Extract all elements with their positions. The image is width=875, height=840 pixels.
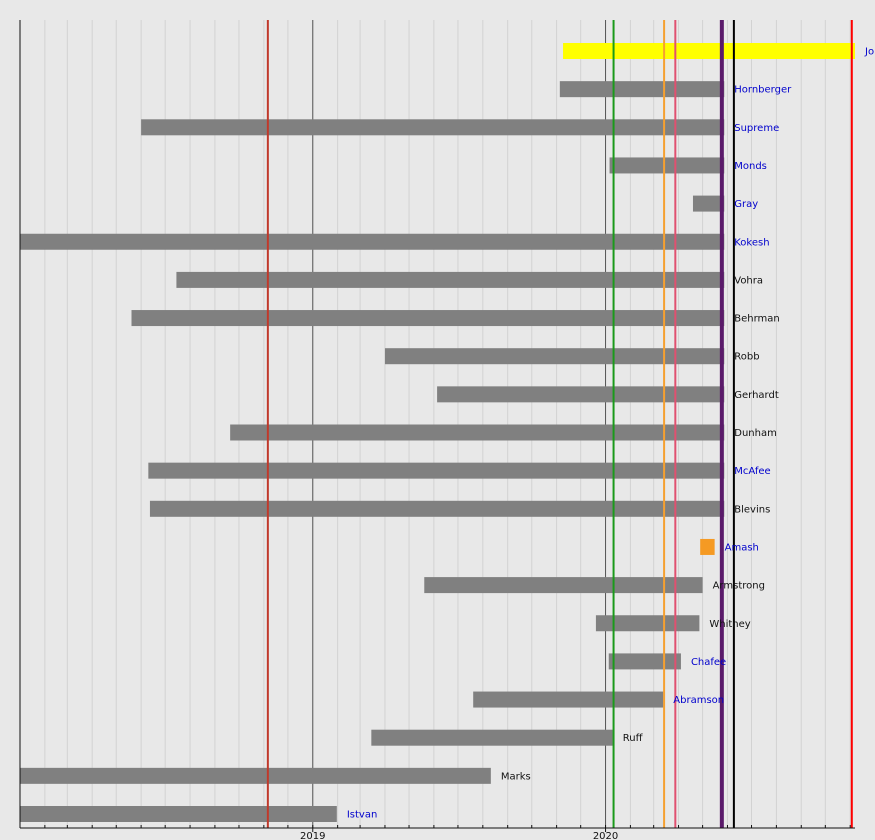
label-vohra: Vohra bbox=[734, 275, 763, 286]
label-mcafee[interactable]: McAfee bbox=[734, 466, 770, 477]
label-istvan[interactable]: Istvan bbox=[347, 810, 377, 821]
bar-chafee bbox=[608, 653, 681, 670]
bar-gerhardt bbox=[437, 386, 725, 403]
bar-behrman bbox=[131, 310, 725, 327]
bar-blevins bbox=[149, 500, 725, 517]
bar-robb bbox=[384, 348, 725, 365]
bar-abramson bbox=[473, 691, 664, 708]
label-gerhardt: Gerhardt bbox=[734, 390, 779, 401]
x-tick-label: 2019 bbox=[300, 831, 325, 840]
event-markers bbox=[266, 20, 853, 828]
label-jo[interactable]: Jo bbox=[864, 47, 874, 58]
bar-monds bbox=[609, 157, 725, 174]
label-chafee[interactable]: Chafee bbox=[691, 657, 726, 668]
bar-whitney bbox=[595, 615, 700, 632]
label-dunham: Dunham bbox=[734, 428, 777, 439]
bar-mcafee bbox=[148, 462, 725, 479]
label-ruff: Ruff bbox=[623, 733, 644, 744]
label-abramson[interactable]: Abramson bbox=[673, 695, 724, 706]
candidate-labels: Jo Hornberger Supreme Monds Gray Kokesh Vohra B… bbox=[347, 47, 874, 821]
label-whitney: Whitney bbox=[709, 619, 750, 630]
grid-lines bbox=[19, 20, 851, 828]
label-kokesh[interactable]: Kokesh bbox=[734, 237, 769, 248]
label-marks: Marks bbox=[501, 771, 531, 782]
label-blevins: Blevins bbox=[734, 504, 770, 515]
bar-jo bbox=[563, 43, 855, 59]
bar-istvan bbox=[20, 806, 337, 822]
label-amash[interactable]: Amash bbox=[725, 542, 759, 553]
bar-hornberger bbox=[559, 81, 725, 98]
x-axis: 2019 2020 bbox=[19, 20, 855, 840]
bar-marks bbox=[20, 767, 491, 784]
label-monds[interactable]: Monds bbox=[734, 161, 767, 172]
label-gray[interactable]: Gray bbox=[734, 199, 758, 210]
bar-vohra bbox=[176, 271, 725, 288]
x-tick-label: 2020 bbox=[593, 831, 618, 840]
bar-armstrong bbox=[424, 577, 703, 594]
label-robb: Robb bbox=[734, 352, 759, 363]
label-hornberger[interactable]: Hornberger bbox=[734, 85, 792, 96]
candidate-bars bbox=[20, 43, 855, 822]
bar-ruff bbox=[371, 729, 613, 746]
bar-supreme bbox=[141, 119, 725, 136]
bar-dunham bbox=[230, 424, 725, 441]
bar-kokesh bbox=[20, 233, 725, 250]
bar-gray bbox=[692, 195, 725, 212]
label-armstrong: Armstrong bbox=[713, 581, 765, 592]
label-behrman: Behrman bbox=[734, 314, 780, 325]
label-supreme[interactable]: Supreme bbox=[734, 123, 779, 134]
bar-amash bbox=[700, 538, 715, 555]
